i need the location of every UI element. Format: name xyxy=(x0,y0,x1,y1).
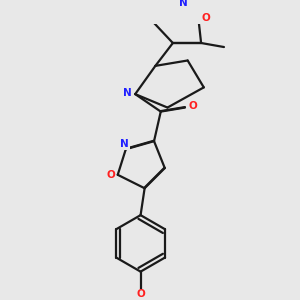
Text: N: N xyxy=(123,88,132,98)
Text: O: O xyxy=(202,13,210,23)
Text: N: N xyxy=(120,140,129,149)
Text: O: O xyxy=(106,170,116,180)
Text: N: N xyxy=(179,0,188,8)
Text: O: O xyxy=(188,101,197,111)
Text: O: O xyxy=(136,290,145,299)
